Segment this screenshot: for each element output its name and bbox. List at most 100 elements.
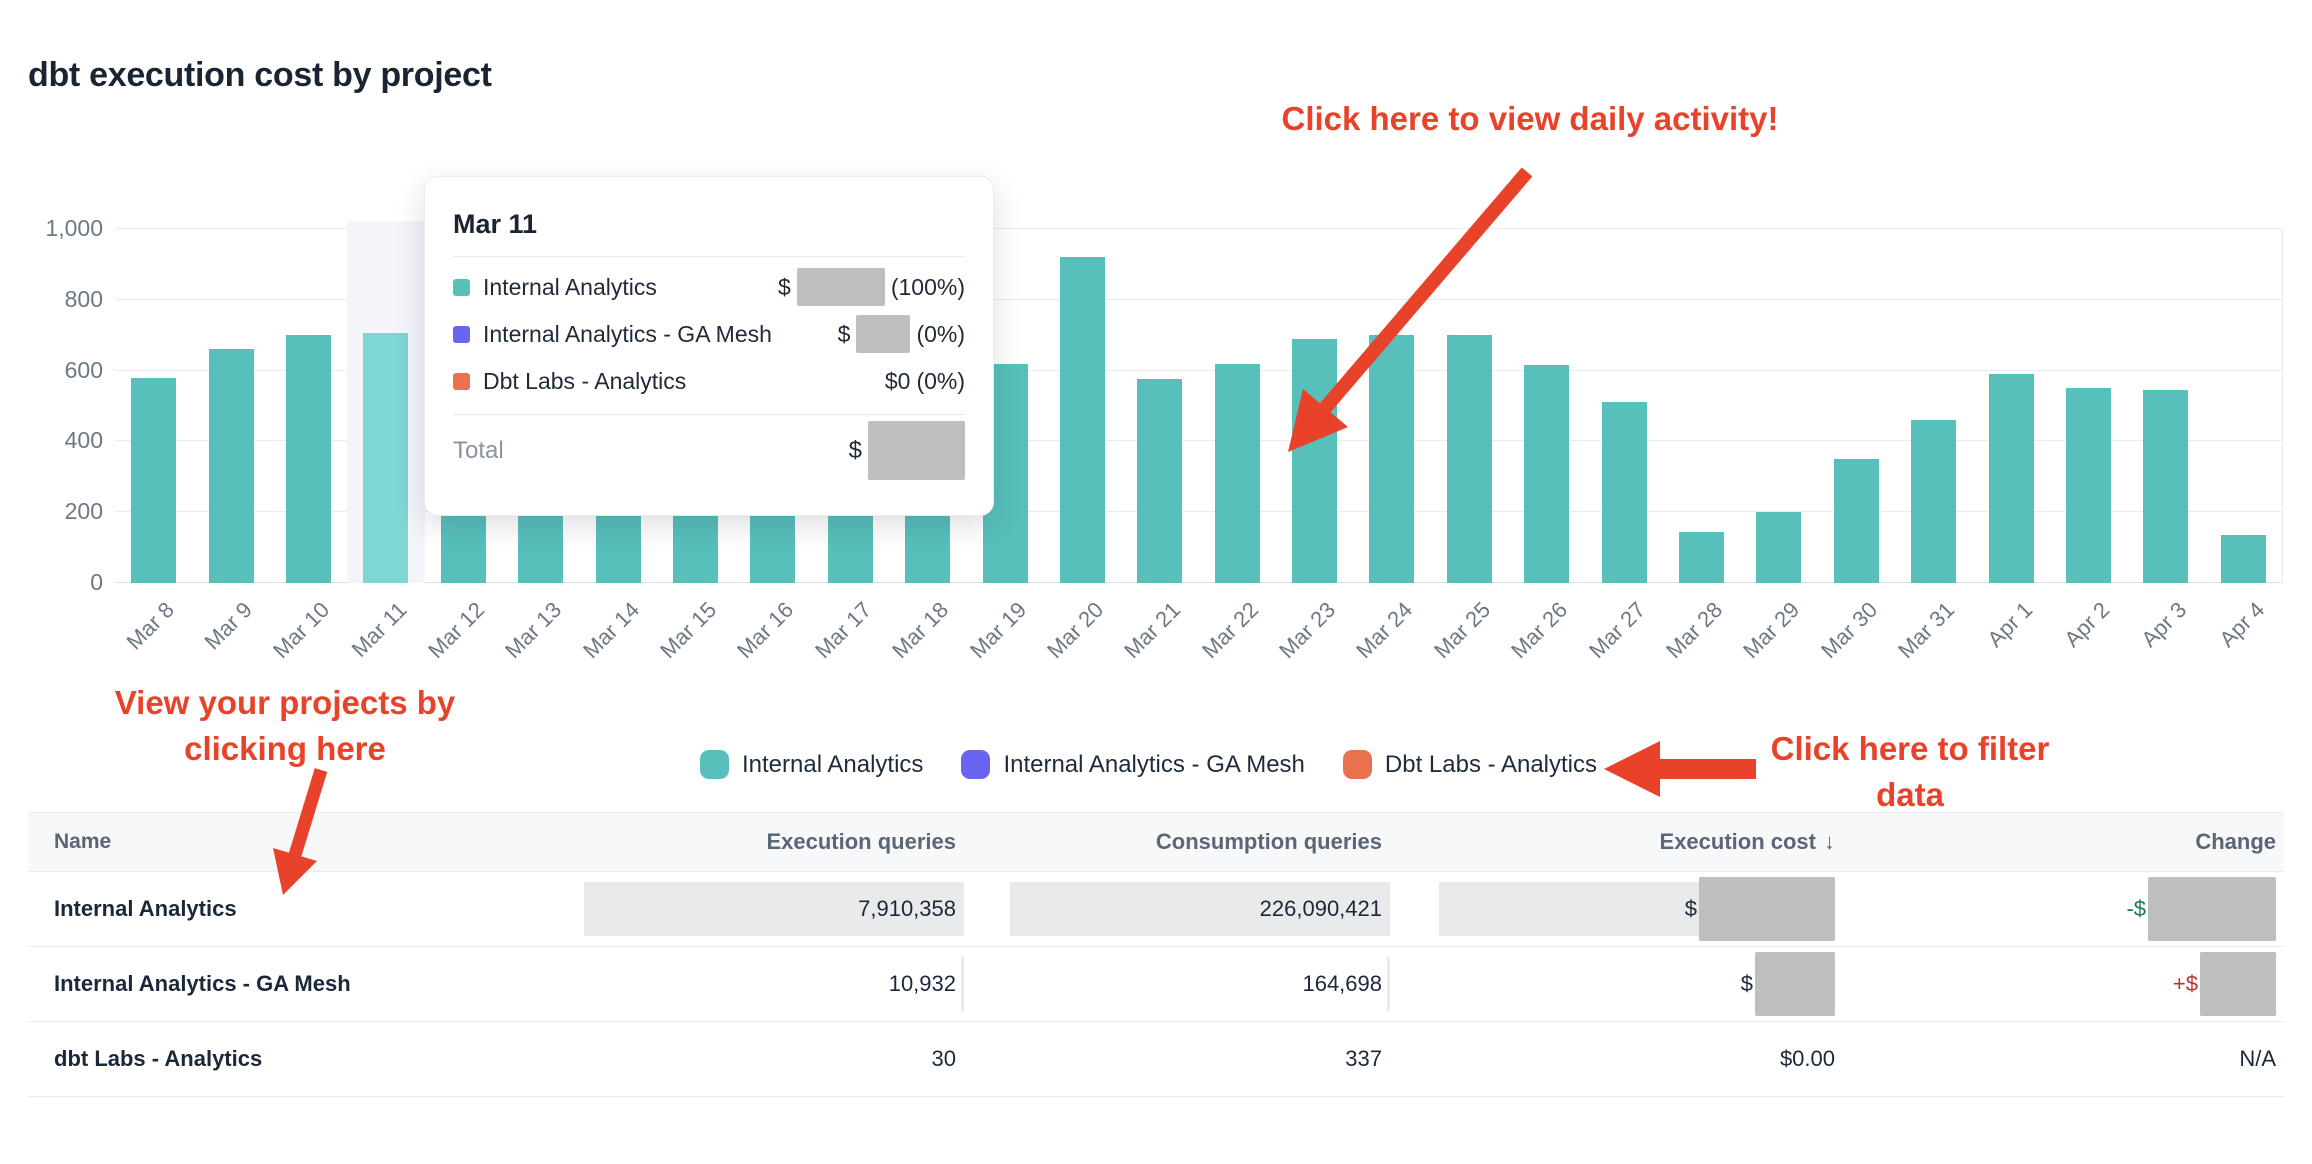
bar-mar-31[interactable] [1911,420,1957,583]
project-name-link[interactable]: Internal Analytics - GA Mesh [54,971,351,996]
value-magnitude-bar [961,957,964,1011]
series-percentage: (0%) [916,367,965,394]
column-header-execution-cost[interactable]: Execution cost ↓ [1659,829,1835,854]
y-tick-label: 1,000 [45,215,103,241]
bar-mar-28[interactable] [1679,531,1725,583]
value-magnitude-bar [1387,957,1390,1011]
x-tick-label: Mar 17 [809,597,876,664]
bar-mar-23[interactable] [1292,338,1338,583]
legend-item-dbt-labs-analytics[interactable]: Dbt Labs - Analytics [1342,750,1597,779]
cell-value: 30 [931,1046,956,1071]
legend-item-internal-analytics[interactable]: Internal Analytics [700,750,923,779]
x-tick-label: Mar 15 [655,597,722,664]
bar-mar-11[interactable] [363,333,409,583]
gridline-1,000 [115,228,2282,229]
tooltip-series-row: Internal Analytics $ (100%) [453,268,965,306]
column-header-consumption-queries[interactable]: Consumption queries [1155,829,1382,854]
bar-apr-3[interactable] [2143,390,2189,583]
cost-bar-chart: Mar 8 Mar 9 Mar 10 Mar 11 Mar 12 Mar 13 Mar 14… [115,221,2283,663]
x-tick-label: Mar 10 [268,597,335,664]
series-value: $ (100%) [778,268,965,306]
table-cell: +$ [1843,947,2284,1021]
bar-mar-8[interactable] [131,377,177,583]
chart-tooltip: Mar 11 Internal Analytics $ (100%) Internal… [424,176,994,516]
projects-table: Name Execution queries Consumption queries… [28,812,2284,1097]
table-cell: 164,698 [964,947,1390,1021]
sort-descending-icon: ↓ [1824,829,1835,854]
bar-mar-9[interactable] [208,349,254,583]
divider [453,414,965,415]
bar-apr-1[interactable] [1988,374,2034,583]
table-row-internal-analytics[interactable]: Internal Analytics 7,910,358 226,090,421 $ -… [28,872,2284,947]
x-tick-label: Apr 1 [1981,597,2037,652]
x-tick-label: Mar 31 [1893,597,1960,664]
x-tick-label: Mar 9 [199,597,257,655]
table-cell: $ [1390,872,1843,946]
y-tick-label: 800 [64,285,103,312]
table-cell: $ [1390,947,1843,1021]
redacted-value [1699,877,1835,941]
table-row-dbt-labs-analytics[interactable]: dbt Labs - Analytics 30 337 $0.00 N/A [28,1022,2284,1097]
bar-mar-22[interactable] [1214,363,1260,583]
bar-mar-27[interactable] [1601,402,1647,583]
table-cell: 10,932 [584,947,964,1021]
bar-mar-25[interactable] [1446,335,1492,583]
column-header-name[interactable]: Name [54,830,112,853]
x-tick-label: Mar 19 [964,597,1031,664]
y-tick-label: 400 [64,427,103,454]
y-tick-label: 0 [90,569,103,595]
bar-mar-21[interactable] [1137,379,1183,583]
tooltip-date: Mar 11 [453,209,538,239]
value-magnitude-bar [1010,882,1390,936]
bar-apr-2[interactable] [2066,388,2112,583]
bar-mar-24[interactable] [1369,335,1415,583]
legend-item-internal-analytics-ga-mesh[interactable]: Internal Analytics - GA Mesh [961,750,1305,779]
x-tick-label: Mar 18 [887,597,954,664]
redacted-value [856,315,911,353]
x-tick-label: Mar 23 [1274,597,1341,664]
x-tick-label: Mar 27 [1583,597,1650,664]
x-tick-label: Apr 4 [2214,597,2269,652]
table-row-internal-analytics-ga-mesh[interactable]: Internal Analytics - GA Mesh 10,932 164,69… [28,947,2284,1022]
table-header-row: Name Execution queries Consumption queries… [28,812,2284,872]
bar-mar-26[interactable] [1524,365,1570,583]
project-name-link[interactable]: dbt Labs - Analytics [54,1046,263,1071]
series-swatch-icon [453,278,470,296]
tooltip-series-row: Dbt Labs - Analytics $0 (0%) [453,364,965,398]
bar-mar-20[interactable] [1059,257,1105,583]
x-tick-label: Mar 8 [121,597,180,655]
bar-mar-10[interactable] [285,335,331,583]
column-header-change[interactable]: Change [2195,829,2276,854]
gridline-400 [115,440,2282,442]
annotation-filter-data: Click here to filter data [1700,726,2120,817]
currency-prefix: $ [837,320,851,347]
x-tick-label: Mar 22 [1196,597,1263,664]
x-tick-label: Mar 29 [1738,597,1805,664]
x-tick-label: Mar 11 [346,597,412,662]
x-tick-label: Mar 14 [577,597,644,664]
value-magnitude-bar [584,882,964,936]
x-tick-label: Mar 12 [422,597,489,664]
column-header-execution-queries[interactable]: Execution queries [766,829,956,854]
redacted-value [2148,877,2276,941]
bar-mar-29[interactable] [1756,512,1802,583]
tooltip-total-row: Total $ [453,421,965,480]
annotation-line: Click here to view daily activity! [1281,100,1779,137]
project-name-link[interactable]: Internal Analytics [54,896,237,921]
annotation-line: View your projects by [114,684,456,721]
cell-value: +$ [2172,971,2198,996]
bar-mar-30[interactable] [1833,459,1879,583]
bar-apr-4[interactable] [2220,535,2266,583]
annotation-daily-activity: Click here to view daily activity! [1190,96,1870,142]
y-tick-label: 200 [64,498,103,525]
annotation-line: data [1876,775,1944,813]
table-cell: N/A [1843,1022,2284,1096]
legend-swatch-icon [961,750,991,779]
table-cell: $0.00 [1390,1022,1843,1096]
legend-label: Internal Analytics [742,750,924,778]
cell-value: $ [1740,971,1753,996]
annotation-view-projects: View your projects by clicking here [60,680,510,771]
cell-value: -$ [2126,896,2146,921]
table-cell: 337 [964,1022,1390,1096]
chart-legend: Internal Analytics Internal Analytics - G… [700,750,1597,779]
